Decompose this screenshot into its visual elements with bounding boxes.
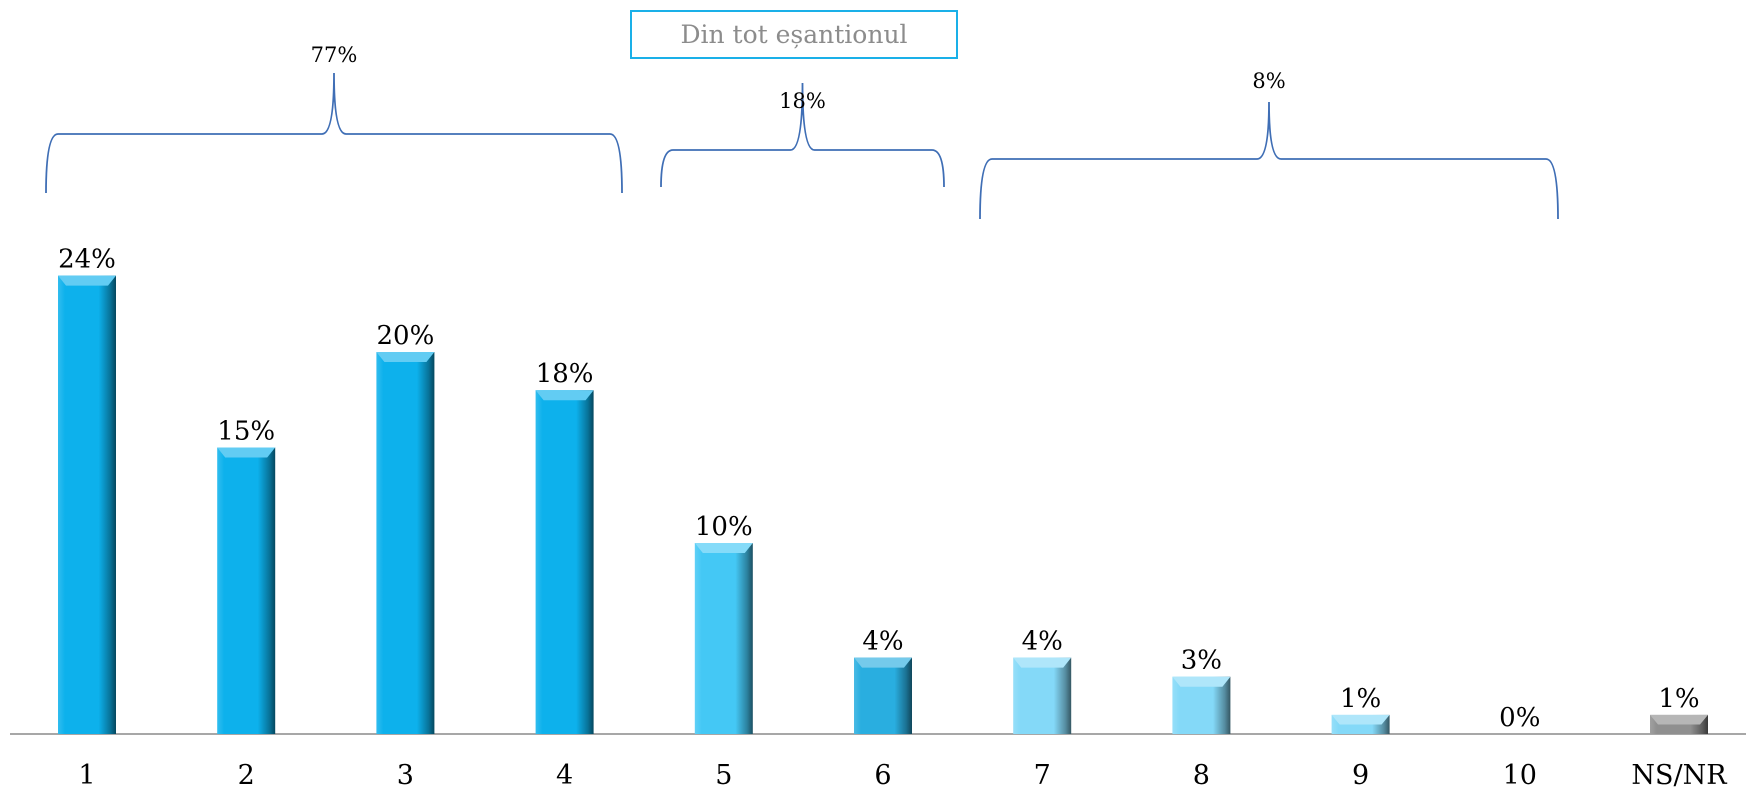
brace-2 — [660, 82, 945, 188]
tick-label-3: 3 — [397, 760, 414, 791]
bar-bevel-7 — [1013, 657, 1072, 668]
tick-label-8: 8 — [1193, 760, 1210, 791]
data-label-NS/NR: 1% — [1658, 684, 1699, 714]
data-label-3: 20% — [377, 321, 435, 351]
bar-2 — [217, 447, 276, 734]
bar-1 — [58, 275, 116, 734]
legend-box: Din tot eșantionul — [630, 10, 958, 59]
bar-bevel-8 — [1172, 676, 1231, 687]
group-label-1: 77% — [311, 43, 358, 67]
data-label-1: 24% — [58, 245, 116, 275]
bar-bevel-9 — [1331, 714, 1390, 725]
tick-label-4: 4 — [556, 760, 573, 791]
data-label-9: 1% — [1340, 684, 1381, 714]
tick-label-5: 5 — [715, 760, 732, 791]
data-label-7: 4% — [1022, 627, 1063, 657]
bar-7 — [1013, 657, 1072, 734]
bar-3 — [376, 352, 435, 734]
bar-bevel-3 — [376, 352, 435, 362]
brace-3 — [979, 101, 1559, 220]
bar-bevel-1 — [58, 275, 116, 286]
data-label-4: 18% — [536, 359, 594, 389]
bar-bevel-4 — [535, 390, 594, 401]
bar-5 — [694, 543, 753, 734]
data-label-5: 10% — [695, 512, 753, 542]
tick-label-1: 1 — [78, 760, 95, 791]
data-label-10: 0% — [1499, 703, 1540, 733]
legend-label: Din tot eșantionul — [680, 20, 908, 49]
bar-6 — [854, 657, 912, 734]
tick-label-10: 10 — [1503, 760, 1537, 791]
tick-label-6: 6 — [874, 760, 891, 791]
data-label-6: 4% — [862, 627, 903, 657]
bar-4 — [535, 390, 594, 734]
tick-label-NS/NR: NS/NR — [1631, 760, 1727, 791]
bar-bevel-2 — [217, 447, 276, 458]
tick-label-7: 7 — [1034, 760, 1051, 791]
group-label-2: 18% — [779, 89, 826, 113]
tick-label-9: 9 — [1352, 760, 1369, 791]
bar-bevel-5 — [694, 543, 753, 553]
bar-bevel-6 — [854, 657, 912, 668]
bar-bevel-NS/NR — [1650, 714, 1708, 725]
tick-label-2: 2 — [238, 760, 255, 791]
brace-1 — [45, 72, 623, 194]
group-label-3: 8% — [1252, 69, 1285, 93]
data-label-2: 15% — [217, 417, 275, 447]
data-label-8: 3% — [1181, 646, 1222, 676]
